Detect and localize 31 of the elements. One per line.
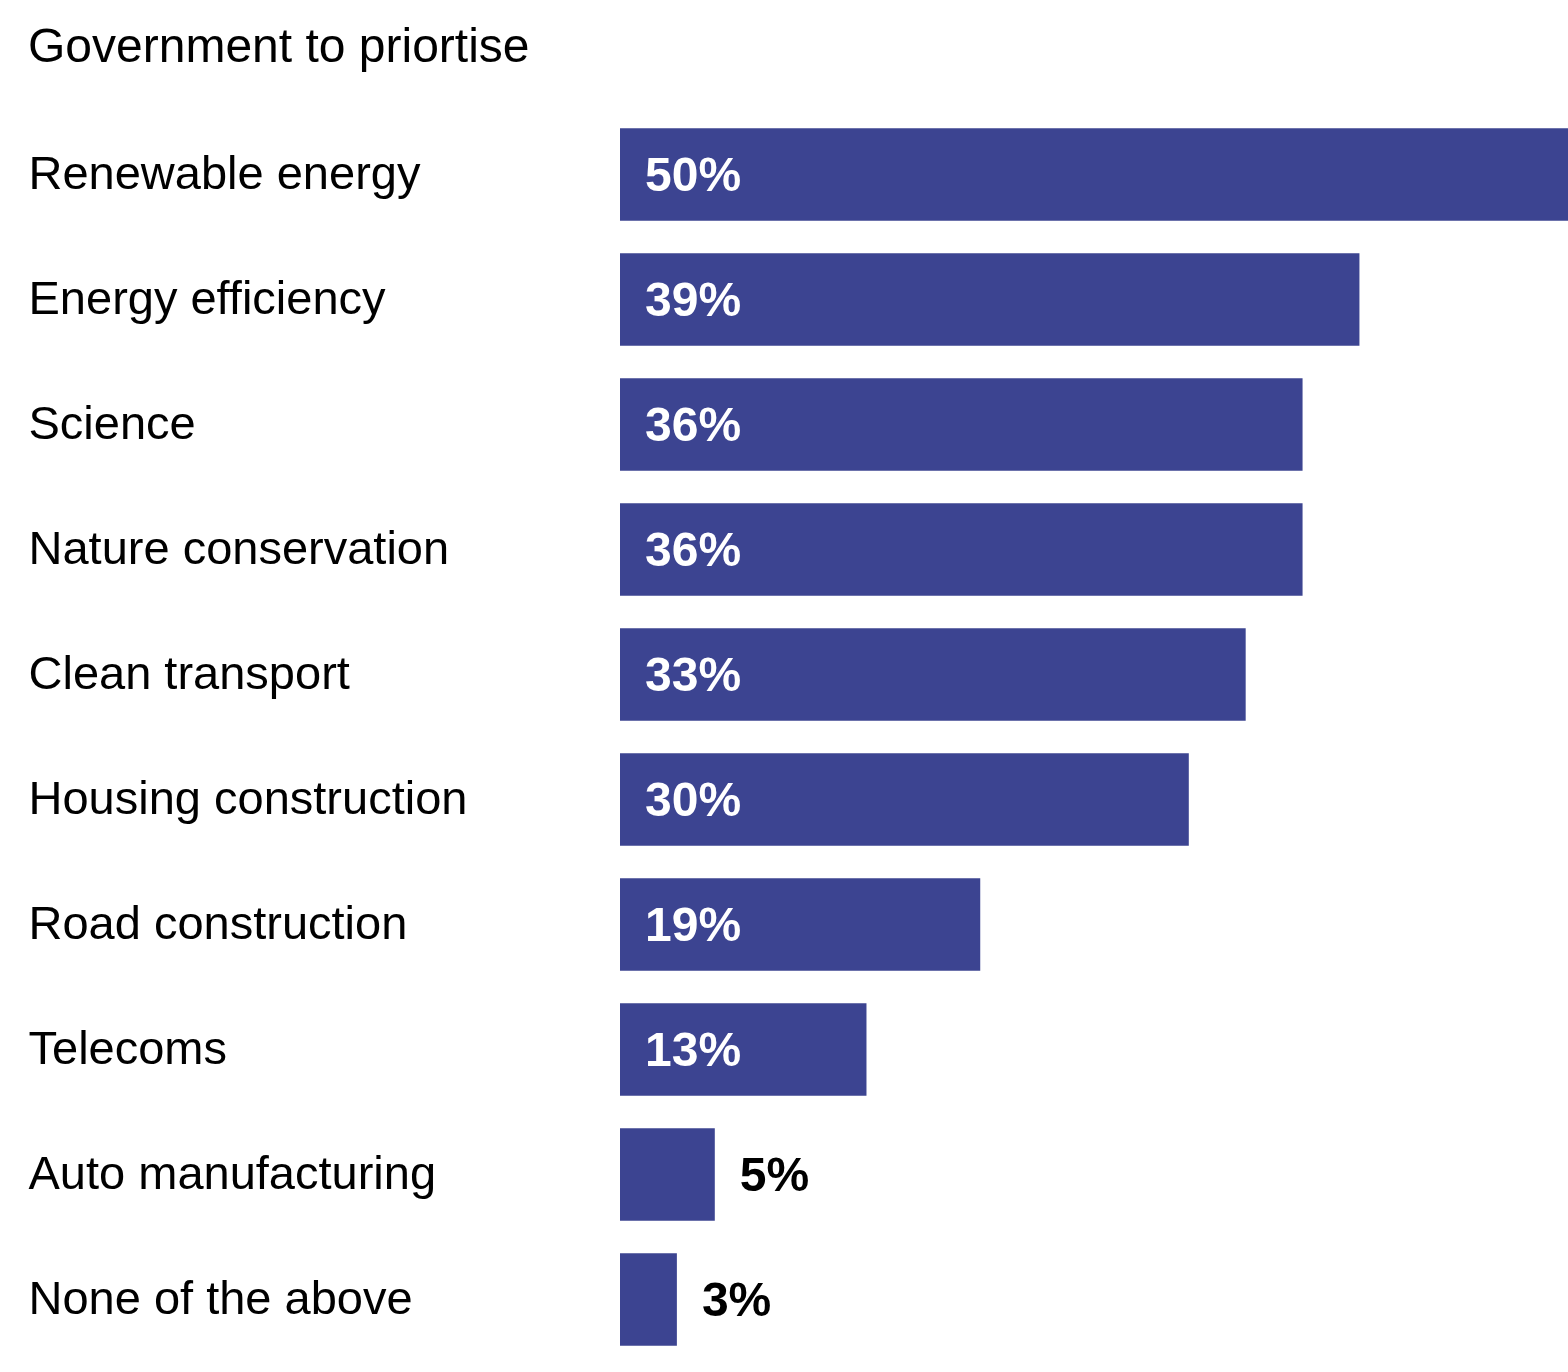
bar — [620, 878, 981, 971]
y-tick-label: Housing construction — [28, 770, 468, 824]
data-label: 36% — [645, 397, 742, 451]
data-label: 3% — [701, 1272, 772, 1326]
bar — [620, 1003, 867, 1096]
y-tick-label: Renewable energy — [28, 145, 421, 199]
data-label: 39% — [645, 272, 742, 326]
y-tick-label: Nature conservation — [28, 520, 450, 574]
y-tick-label: Road construction — [28, 895, 408, 949]
chart-title: Government to priortise — [28, 19, 530, 72]
data-label: 36% — [645, 522, 742, 576]
data-label: 13% — [645, 1022, 742, 1076]
y-tick-label: Telecoms — [28, 1020, 228, 1074]
data-label: 5% — [739, 1147, 810, 1201]
bar — [620, 628, 1246, 721]
y-tick-label: None of the above — [28, 1270, 413, 1324]
data-label: 33% — [645, 647, 742, 701]
bar — [620, 753, 1189, 846]
data-label: 30% — [645, 772, 742, 826]
y-tick-label: Energy efficiency — [28, 270, 387, 324]
bar — [620, 503, 1303, 596]
data-label: 50% — [645, 147, 742, 201]
bar — [620, 253, 1360, 346]
bar — [620, 1253, 677, 1346]
y-tick-label: Science — [28, 395, 196, 449]
y-tick-label: Clean transport — [28, 645, 350, 699]
bar — [620, 378, 1303, 471]
bar — [620, 128, 1568, 221]
bar — [620, 1128, 715, 1221]
y-tick-label: Auto manufacturing — [28, 1145, 437, 1199]
data-label: 19% — [645, 897, 742, 951]
